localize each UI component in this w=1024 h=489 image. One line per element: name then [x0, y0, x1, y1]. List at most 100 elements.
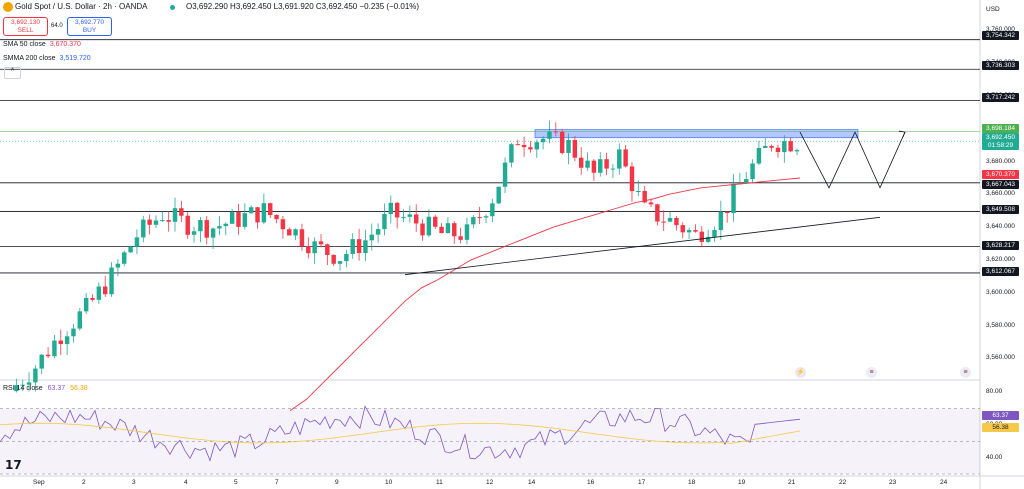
candle-body: [306, 245, 311, 254]
sell-price: 3,692.130: [11, 19, 40, 26]
candle-body: [718, 211, 724, 231]
us-flag-icon[interactable]: ≡: [866, 367, 877, 378]
candle-body: [96, 286, 102, 300]
candle-body: [191, 231, 197, 235]
rsi-tick-label: 80.00: [986, 388, 1003, 396]
candle-body: [52, 340, 57, 357]
candle-body: [750, 163, 755, 180]
sma50-value: 3,670.370: [49, 41, 81, 48]
price-tick-label: 3,600.000: [986, 288, 1015, 296]
date-tick-label: 12: [486, 479, 494, 486]
candle-body: [375, 229, 381, 235]
candle-body: [141, 219, 146, 238]
candle-body: [198, 220, 203, 232]
candle-body: [629, 166, 635, 192]
sma50-line: [289, 177, 801, 412]
smma200-legend[interactable]: SMMA 200 close 3,519.720: [3, 54, 91, 64]
candle-body: [636, 190, 641, 192]
sma50-legend[interactable]: SMA 50 close 3,670.370: [3, 40, 81, 50]
candle-body: [731, 183, 736, 214]
candle-body: [699, 231, 705, 242]
candle-body: [122, 252, 127, 264]
candle-body: [775, 147, 781, 153]
candle-body: [604, 159, 609, 169]
candle-body: [58, 340, 63, 345]
date-tick-label: 22: [839, 479, 847, 486]
candle-body: [394, 202, 400, 218]
candle-body: [287, 229, 292, 236]
price-level-tag: 3,692.450: [982, 133, 1019, 142]
price-tick-label: 3,580.000: [986, 321, 1015, 329]
candle-body: [566, 140, 571, 154]
candle-body: [102, 286, 108, 295]
candle-body: [77, 311, 83, 329]
candle-body: [420, 223, 425, 236]
candle-body: [578, 157, 584, 168]
candle-body: [147, 219, 152, 225]
candle-body: [674, 217, 679, 226]
candle-body: [433, 216, 438, 227]
candle-body: [248, 207, 254, 214]
sell-button[interactable]: 3,692.130 SELL: [3, 17, 48, 36]
candle-body: [312, 241, 317, 254]
candle-body: [534, 142, 540, 150]
candle-body: [172, 208, 178, 222]
collapse-legend-button[interactable]: ^: [4, 67, 21, 79]
candle-body: [413, 214, 419, 224]
candle-body: [642, 190, 647, 203]
candle-body: [325, 244, 330, 255]
candle-body: [382, 213, 387, 230]
candle-body: [585, 160, 590, 168]
candle-body: [369, 234, 374, 241]
spread-value: 64.0: [51, 23, 63, 29]
date-tick-label: 11: [436, 479, 443, 486]
candle-body: [490, 203, 495, 217]
candle-body: [756, 147, 762, 164]
candle-body: [14, 385, 19, 392]
candle-body: [261, 203, 267, 223]
candle-body: [153, 220, 159, 225]
candle-body: [64, 336, 70, 345]
symbol-title[interactable]: Gold Spot / U.S. Dollar · 2h · OANDA: [15, 2, 148, 11]
market-status-icon: [170, 5, 175, 10]
date-tick-label: 5: [234, 479, 238, 486]
projection-arrow: [898, 130, 906, 138]
candle-body: [794, 150, 800, 152]
projection-path: [799, 131, 906, 189]
candle-body: [769, 145, 774, 148]
currency-label[interactable]: USD: [986, 6, 1000, 13]
sma50-label: SMA 50 close: [3, 41, 46, 48]
us-flag-icon[interactable]: ≡: [960, 367, 971, 378]
rsi-ma-tag: 56.38: [982, 423, 1019, 432]
resistance-zone: [534, 129, 859, 139]
candle-body: [515, 144, 520, 146]
date-tick-label: 7: [275, 479, 279, 486]
rsi-tick-label: 40.00: [986, 453, 1003, 461]
lightning-icon[interactable]: ⚡: [795, 367, 806, 378]
price-level-tag: 3,717.242: [982, 93, 1019, 102]
date-tick-label: 18: [688, 479, 696, 486]
date-tick-label: 9: [335, 479, 339, 486]
rsi-legend[interactable]: RSI 14 close 63.37 56.38: [3, 385, 88, 392]
candle-body: [293, 229, 298, 236]
ohlc-values: O3,692.290 H3,692.450 L3,691.920 C3,692.…: [186, 2, 420, 11]
date-tick-label: 23: [889, 479, 897, 486]
candle-body: [648, 202, 654, 205]
buy-button[interactable]: 3,692.770 BUY: [67, 17, 112, 36]
candle-body: [274, 214, 279, 220]
countdown-tag: 01:58:29: [982, 141, 1019, 150]
candle-body: [71, 328, 76, 337]
smma200-label: SMMA 200 close: [3, 55, 56, 62]
candle-body: [509, 144, 514, 163]
rsi-value: 63.37: [47, 385, 66, 392]
candle-body: [83, 297, 89, 312]
candle-body: [109, 267, 114, 295]
candle-body: [540, 138, 546, 143]
price-tick-label: 3,680.000: [986, 157, 1015, 165]
candle-body: [788, 141, 793, 152]
candle-body: [782, 141, 787, 153]
candle-body: [33, 368, 38, 383]
date-tick-label: 16: [587, 479, 595, 486]
candle-body: [344, 253, 349, 262]
